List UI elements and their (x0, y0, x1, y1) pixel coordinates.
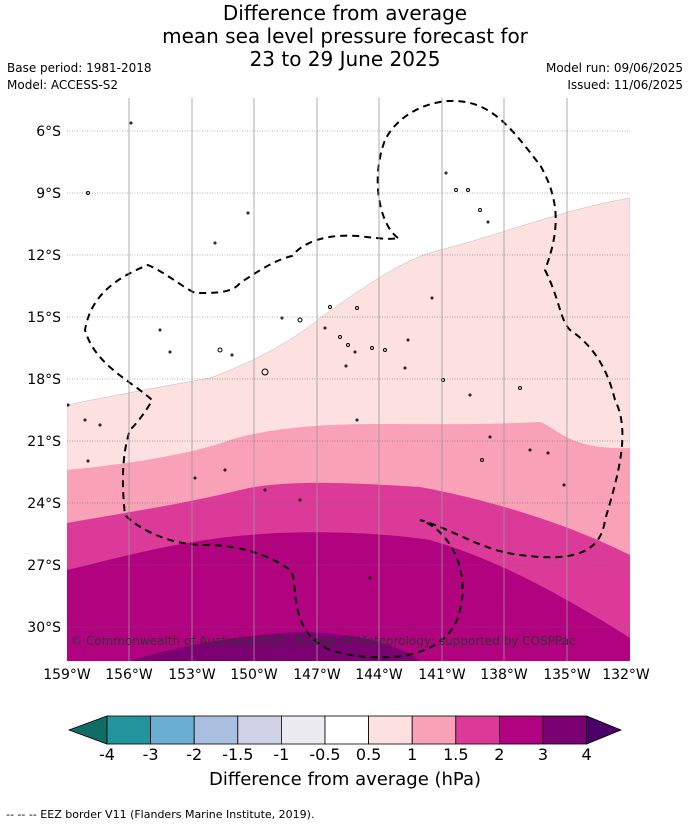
colorbar-tick-label: 1.5 (443, 745, 469, 764)
colorbar-swatch (411, 715, 457, 745)
title-line-1: Difference from average (222, 1, 468, 25)
lat-label: 12°S (27, 248, 61, 264)
colorbar-tick-label: 3 (537, 745, 549, 764)
colorbar-swatch (193, 715, 239, 745)
lat-label: 18°S (27, 372, 61, 388)
colorbar-swatch (455, 715, 500, 745)
lon-label: 153°W (168, 667, 216, 683)
eez-border (83, 99, 624, 659)
colorbar (67, 715, 623, 745)
lon-label: 156°W (105, 667, 153, 683)
colorbar-tick-label: -0.5 (309, 745, 341, 764)
colorbar-swatch (280, 715, 326, 745)
colorbar-min-arrow (67, 715, 108, 745)
colorbar-tick-label: -3 (142, 745, 159, 764)
colorbar-max-arrow (586, 715, 623, 745)
lat-label: 15°S (27, 310, 61, 326)
anomaly-band-2 (67, 532, 630, 661)
colorbar-tick-label: -1.5 (222, 745, 254, 764)
model-name: Model: ACCESS-S2 (7, 78, 119, 92)
colorbar-swatch (324, 715, 369, 745)
colorbar-tick-label: 0.5 (355, 745, 382, 764)
lon-label: 135°W (543, 667, 591, 683)
colorbar-tick-label: -4 (99, 745, 115, 764)
footnote: -- -- -- EEZ border V11 (Flanders Marine… (6, 808, 315, 821)
base-period: Base period: 1981-2018 (7, 61, 152, 75)
longitude-labels: 159°W 156°W 153°W 150°W 147°W 144°W 141°… (43, 667, 650, 683)
latitude-labels: 6°S 9°S 12°S 15°S 18°S 21°S 24°S 27°S 30… (27, 124, 61, 636)
issued-date: Issued: 11/06/2025 (567, 78, 683, 92)
colorbar-swatch (542, 715, 587, 745)
lat-label: 27°S (27, 558, 61, 574)
colorbar-swatch (150, 715, 195, 745)
lat-label: 6°S (36, 124, 61, 140)
lon-label: 141°W (418, 667, 466, 683)
lon-label: 150°W (230, 667, 278, 683)
title-line-3: 23 to 29 June 2025 (249, 47, 441, 71)
lon-label: 132°W (602, 667, 650, 683)
lon-label: 159°W (43, 667, 91, 683)
colorbar-swatch (106, 715, 151, 745)
lon-label: 147°W (293, 667, 341, 683)
colorbar-tick-label: -2 (186, 745, 203, 764)
title-line-2: mean sea level pressure forecast for (162, 24, 528, 48)
lat-label: 30°S (27, 620, 61, 636)
copyright-text: © Commonwealth of Australia 2025, Bureau… (70, 634, 576, 648)
lon-label: 144°W (355, 667, 403, 683)
colorbar-title: Difference from average (hPa) (208, 769, 482, 790)
colorbar-tick-label: 1 (407, 745, 418, 764)
longitude-gridlines (128, 98, 568, 661)
colorbar-swatch (368, 715, 413, 745)
colorbar-swatch (498, 715, 544, 745)
lon-label: 138°W (480, 667, 528, 683)
lat-label: 9°S (36, 186, 61, 202)
model-run: Model run: 09/06/2025 (545, 61, 683, 75)
colorbar-tick-label: -1 (273, 745, 290, 764)
lat-label: 21°S (27, 434, 61, 450)
lat-label: 24°S (27, 496, 61, 512)
colorbar-swatch (237, 715, 282, 745)
colorbar-tick-label: 4 (581, 745, 592, 764)
colorbar-tick-label: 2 (494, 745, 505, 764)
